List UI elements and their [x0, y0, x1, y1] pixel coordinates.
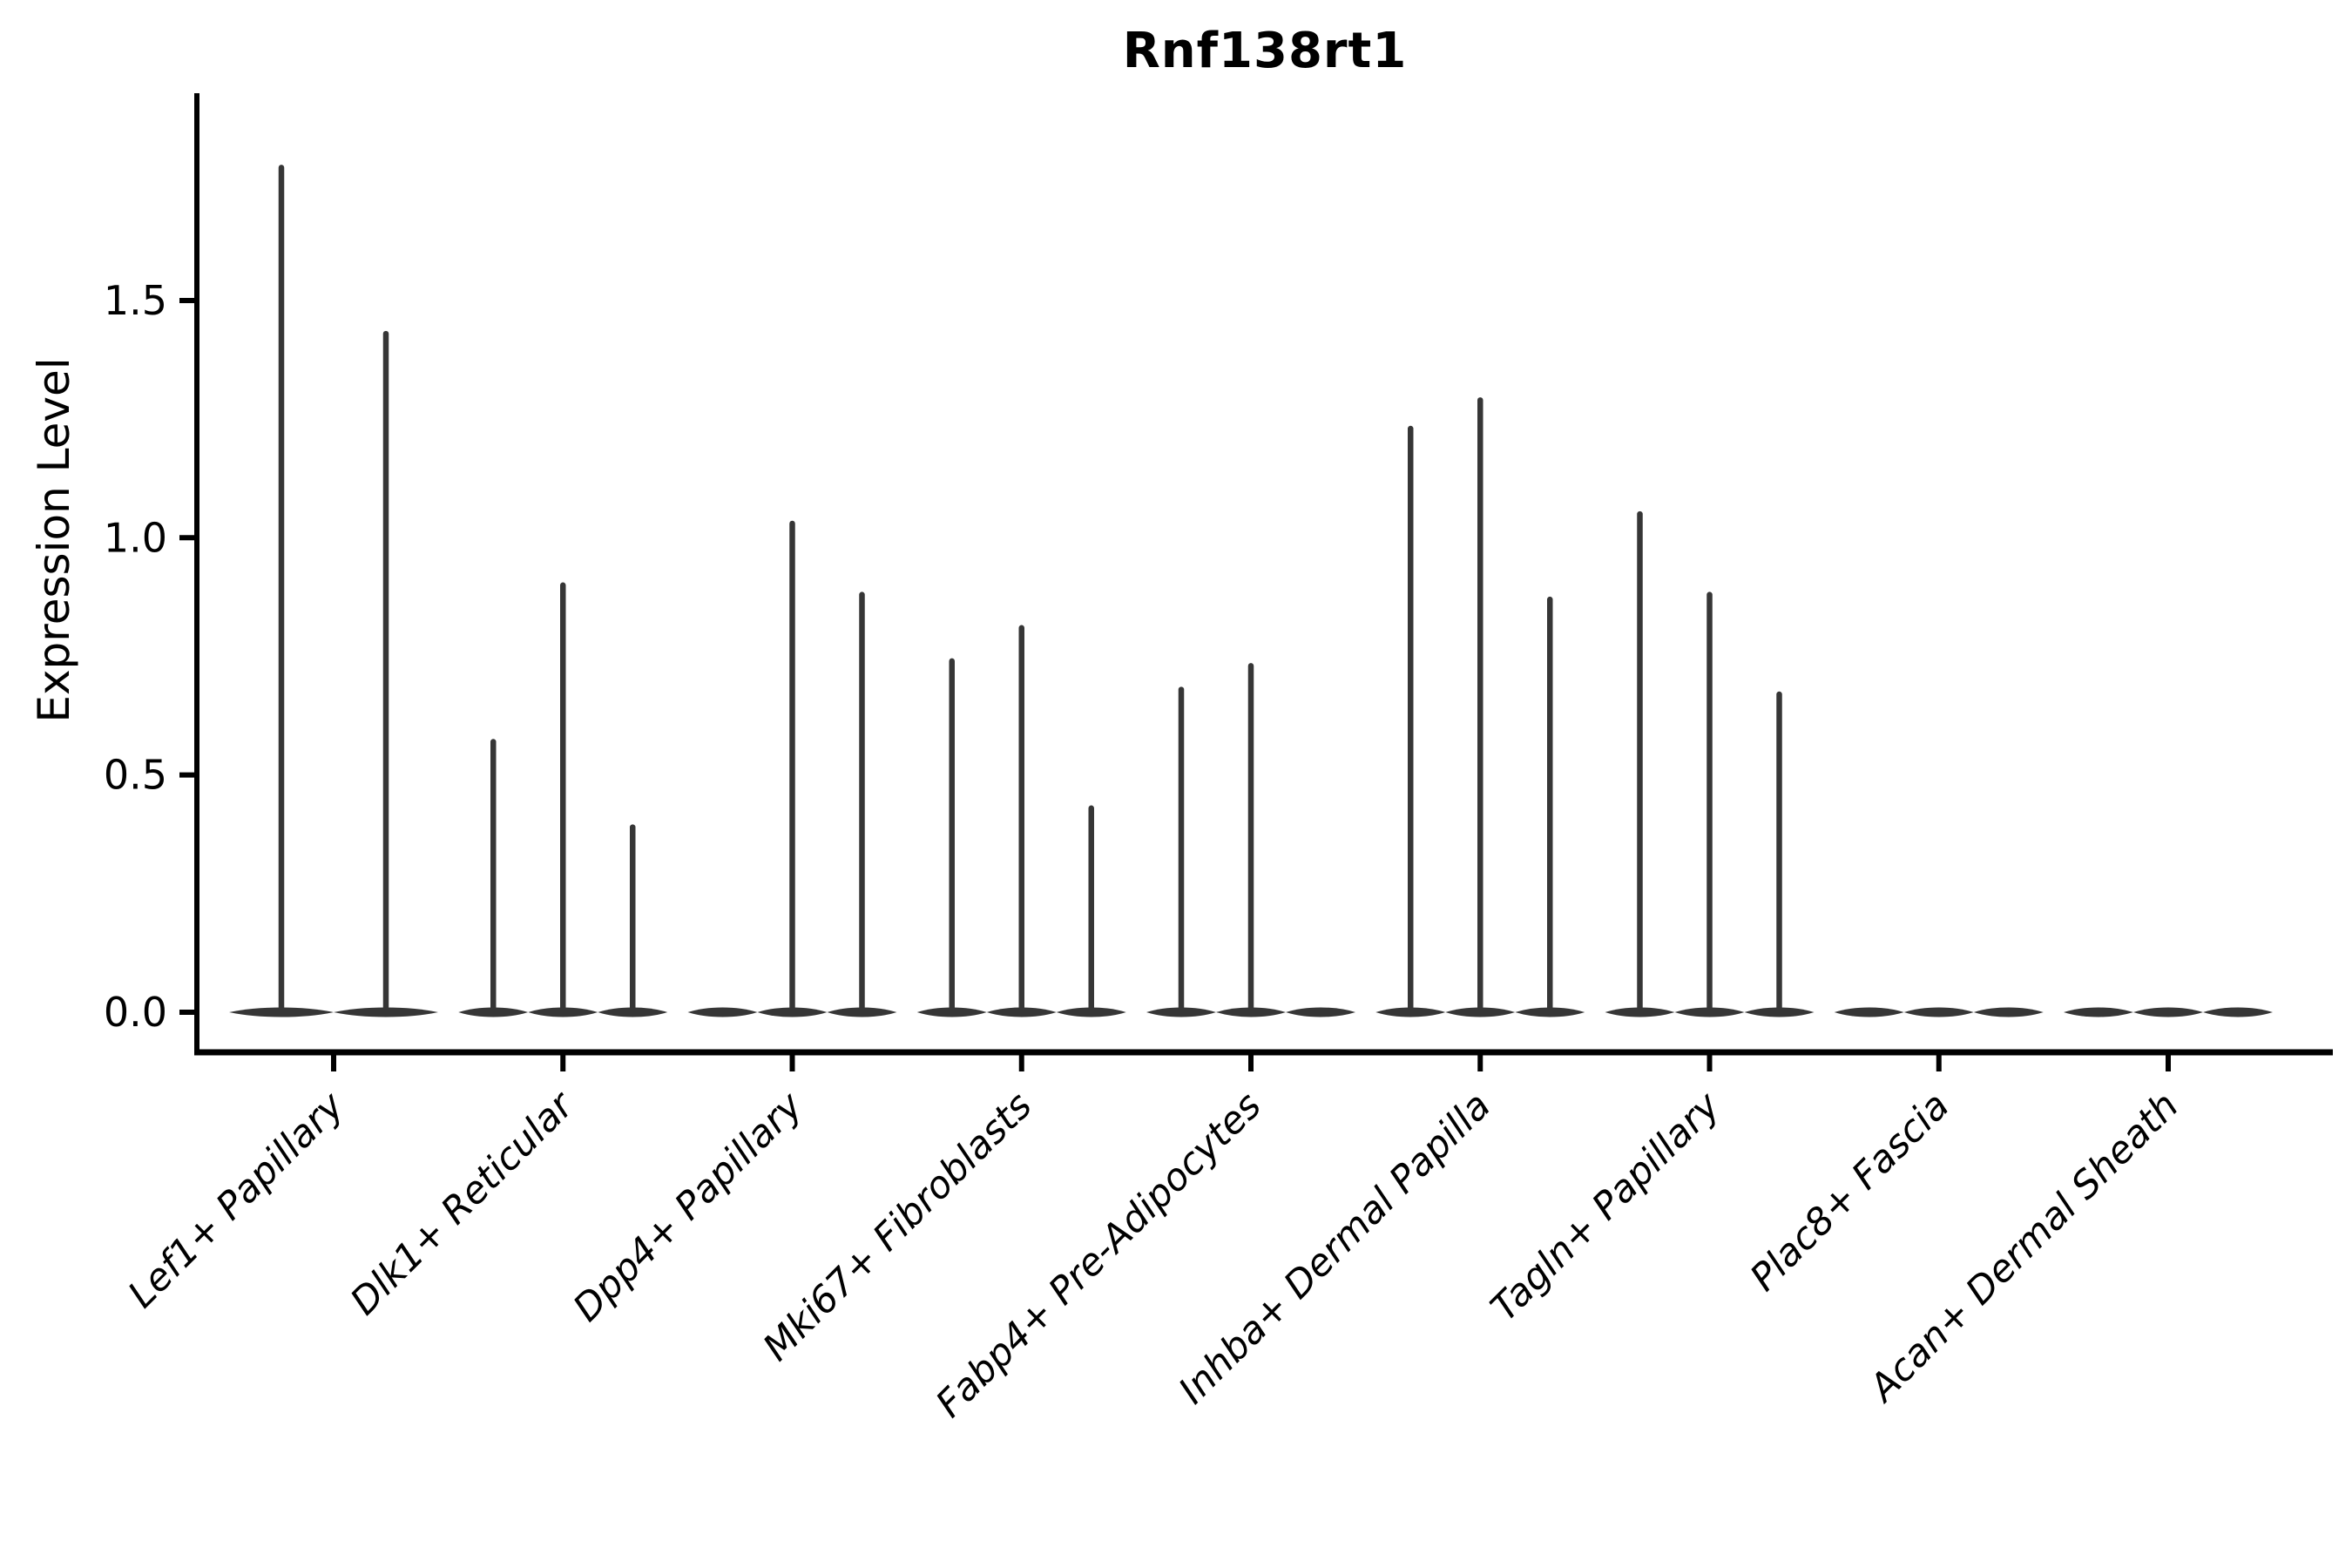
x-tick-label: Tagln+ Papillary	[1483, 1084, 1729, 1330]
violin-body	[1834, 1007, 1904, 1017]
violin-body	[1973, 1007, 2044, 1017]
violin-body	[2203, 1007, 2273, 1017]
y-tick-label: 0.5	[104, 752, 167, 799]
violin-body	[2133, 1007, 2203, 1017]
y-tick-label: 1.0	[104, 514, 167, 561]
y-tick-label: 1.5	[104, 277, 167, 324]
violin-body	[2064, 1007, 2133, 1017]
y-tick-label: 0.0	[104, 989, 167, 1036]
x-tick-label: Lef1+ Papillary	[120, 1084, 353, 1316]
x-tick-label: Dlk1+ Reticular	[342, 1083, 584, 1324]
x-tick-label: Plac8+ Fascia	[1742, 1084, 1958, 1300]
violin-body	[1286, 1007, 1355, 1017]
violin-body	[687, 1007, 758, 1017]
x-tick-label: Dpp4+ Papillary	[565, 1084, 812, 1330]
violin-body	[1903, 1007, 1974, 1017]
chart-title: Rnf138rt1	[1122, 23, 1408, 79]
